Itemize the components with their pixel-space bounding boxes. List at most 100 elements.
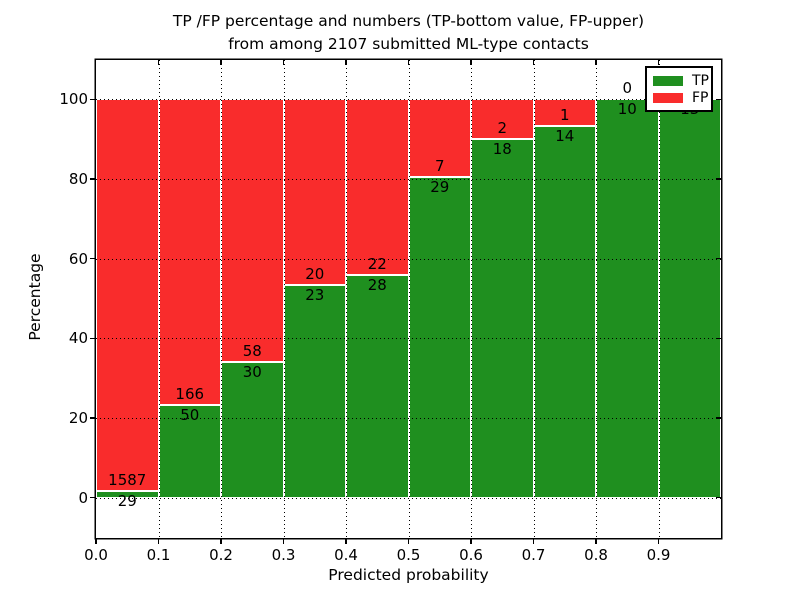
- y-tick-mark: [89, 178, 95, 180]
- bar-label-fp: 7: [434, 156, 445, 175]
- gridline-vertical: [346, 59, 347, 538]
- x-tick-label: 0.6: [459, 545, 483, 564]
- x-tick-mark-top: [345, 59, 347, 65]
- bar-segment-tp: [346, 274, 409, 498]
- bar-label-fp: 58: [242, 341, 262, 360]
- bar-segment-fp: [96, 99, 159, 491]
- gridline-vertical: [283, 59, 285, 538]
- gridline-vertical: [158, 59, 160, 538]
- legend-label-fp: FP: [692, 89, 709, 106]
- x-tick-mark: [532, 539, 535, 544]
- y-tick-mark: [89, 337, 95, 340]
- bar-label-tp: 14: [555, 126, 575, 145]
- y-tick-label: 100: [59, 90, 88, 109]
- bar-segment-tp: [596, 99, 659, 498]
- x-axis-label: Predicted probability: [328, 566, 489, 584]
- bar-segment-fp: [533, 99, 596, 126]
- x-tick-label: 0.2: [209, 545, 233, 564]
- y-tick-mark-right: [716, 257, 721, 260]
- gridline-vertical: [408, 59, 410, 538]
- bar-segment-tp: [533, 125, 596, 498]
- x-tick-mark: [345, 539, 347, 544]
- bar-segment-tp: [96, 490, 159, 498]
- gridline-vertical: [471, 59, 472, 538]
- bar-segment-tp: [158, 405, 221, 498]
- y-tick-mark: [89, 257, 95, 260]
- x-tick-mark-top: [407, 59, 410, 65]
- bar-label-tp: 30: [242, 362, 262, 381]
- gridline-vertical: [533, 59, 535, 538]
- x-tick-label: 0.5: [396, 545, 421, 564]
- x-tick-mark: [657, 539, 660, 544]
- legend-row-fp: FP: [653, 90, 709, 106]
- y-tick-label: 80: [68, 170, 88, 188]
- x-tick-mark: [595, 539, 597, 544]
- y-tick-mark: [89, 417, 95, 419]
- x-tick-mark: [407, 539, 410, 544]
- x-tick-mark-top: [595, 59, 597, 65]
- x-tick-mark-top: [157, 59, 160, 65]
- bar-segment-fp: [221, 99, 284, 362]
- y-tick-label: 20: [68, 409, 88, 427]
- y-tick-mark: [89, 98, 95, 101]
- bar-segment-tp: [658, 99, 721, 498]
- legend: TP FP: [645, 66, 713, 112]
- bar-label-tp: 10: [617, 100, 637, 119]
- bar-label-tp: 29: [117, 491, 137, 510]
- bar-label-fp: 1587: [108, 470, 147, 489]
- x-tick-mark-top: [470, 59, 472, 65]
- legend-label-tp: TP: [692, 72, 709, 89]
- x-tick-mark: [95, 539, 97, 544]
- x-tick-label: 0.4: [334, 545, 358, 564]
- y-tick-label: 60: [68, 249, 88, 268]
- x-tick-mark-top: [282, 59, 285, 65]
- bar-label-tp: 28: [367, 275, 387, 294]
- y-tick-mark-right: [716, 337, 721, 340]
- bar-segment-fp: [346, 99, 409, 275]
- y-axis-label: Percentage: [26, 253, 44, 341]
- x-tick-mark-top: [657, 59, 660, 65]
- y-tick-mark-right: [716, 417, 721, 419]
- legend-row-tp: TP: [653, 73, 709, 89]
- x-tick-mark: [157, 539, 160, 544]
- chart-title-line2: from among 2107 submitted ML-type contac…: [228, 35, 589, 53]
- x-tick-mark: [470, 539, 472, 544]
- y-tick-mark: [89, 496, 95, 499]
- bar-segment-fp: [158, 99, 221, 406]
- chart-title: TP /FP percentage and numbers (TP-bottom…: [96, 10, 721, 56]
- x-tick-label: 0.7: [521, 545, 546, 564]
- bar-segment-tp: [221, 361, 284, 498]
- x-tick-label: 0.1: [146, 545, 171, 564]
- gridline-vertical: [658, 59, 660, 538]
- y-tick-label: 0: [78, 488, 88, 507]
- x-tick-label: 0.9: [646, 545, 671, 564]
- bar-label-fp: 0: [622, 79, 633, 98]
- bar-segment-fp: [283, 99, 346, 285]
- bar-label-tp: 18: [492, 140, 512, 159]
- bar-segment-tp: [471, 139, 534, 498]
- y-tick-mark-right: [716, 98, 721, 101]
- bar-label-fp: 166: [175, 385, 205, 404]
- chart-title-line1: TP /FP percentage and numbers (TP-bottom…: [172, 12, 645, 30]
- bar-segment-tp: [408, 176, 471, 498]
- x-tick-mark-top: [532, 59, 535, 65]
- x-tick-label: 0.8: [584, 545, 608, 564]
- x-tick-mark-top: [220, 59, 222, 65]
- x-tick-mark: [220, 539, 222, 544]
- x-tick-label: 0.0: [84, 545, 108, 564]
- bar-label-fp: 1: [559, 105, 570, 124]
- bar-label-fp: 22: [367, 254, 387, 273]
- x-tick-label: 0.3: [271, 545, 296, 564]
- plot-area: 158729166505830202322287292181140100130.…: [59, 59, 721, 564]
- bar-segment-tp: [283, 284, 346, 498]
- gridline-vertical: [596, 59, 597, 538]
- x-tick-mark: [282, 539, 285, 544]
- bar-label-tp: 50: [180, 406, 200, 425]
- bar-label-fp: 2: [497, 119, 508, 138]
- bar-label-tp: 23: [305, 285, 325, 304]
- legend-swatch-tp: [653, 75, 683, 86]
- bar-label-tp: 29: [430, 177, 450, 196]
- bar-label-fp: 20: [305, 264, 325, 283]
- y-tick-label: 40: [68, 329, 88, 348]
